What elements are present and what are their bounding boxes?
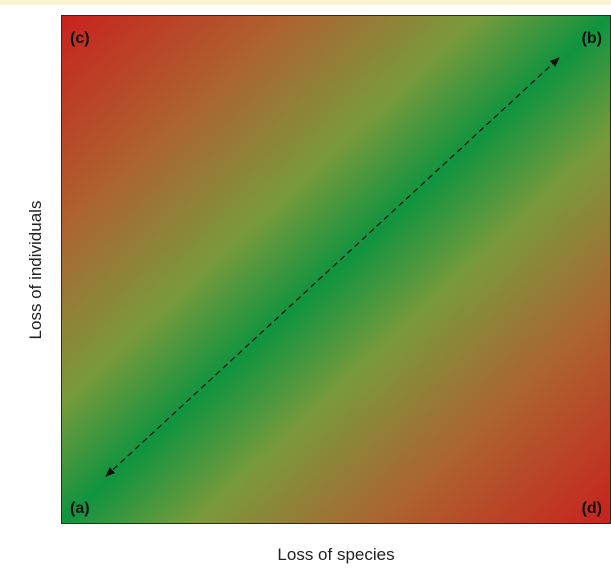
diagonal-arrow [105, 57, 560, 477]
dashed-arrow-line [105, 57, 560, 477]
corner-label-b: (b) [581, 30, 602, 47]
y-axis-label: Loss of individuals [26, 200, 45, 340]
corner-label-d: (d) [581, 500, 602, 517]
gradient-plot-area: (c) (b) (a) (d) [61, 15, 611, 524]
top-strip [0, 0, 611, 5]
corner-label-c: (c) [70, 30, 90, 47]
corner-label-a: (a) [70, 500, 90, 517]
x-axis-label: Loss of species [277, 545, 395, 564]
